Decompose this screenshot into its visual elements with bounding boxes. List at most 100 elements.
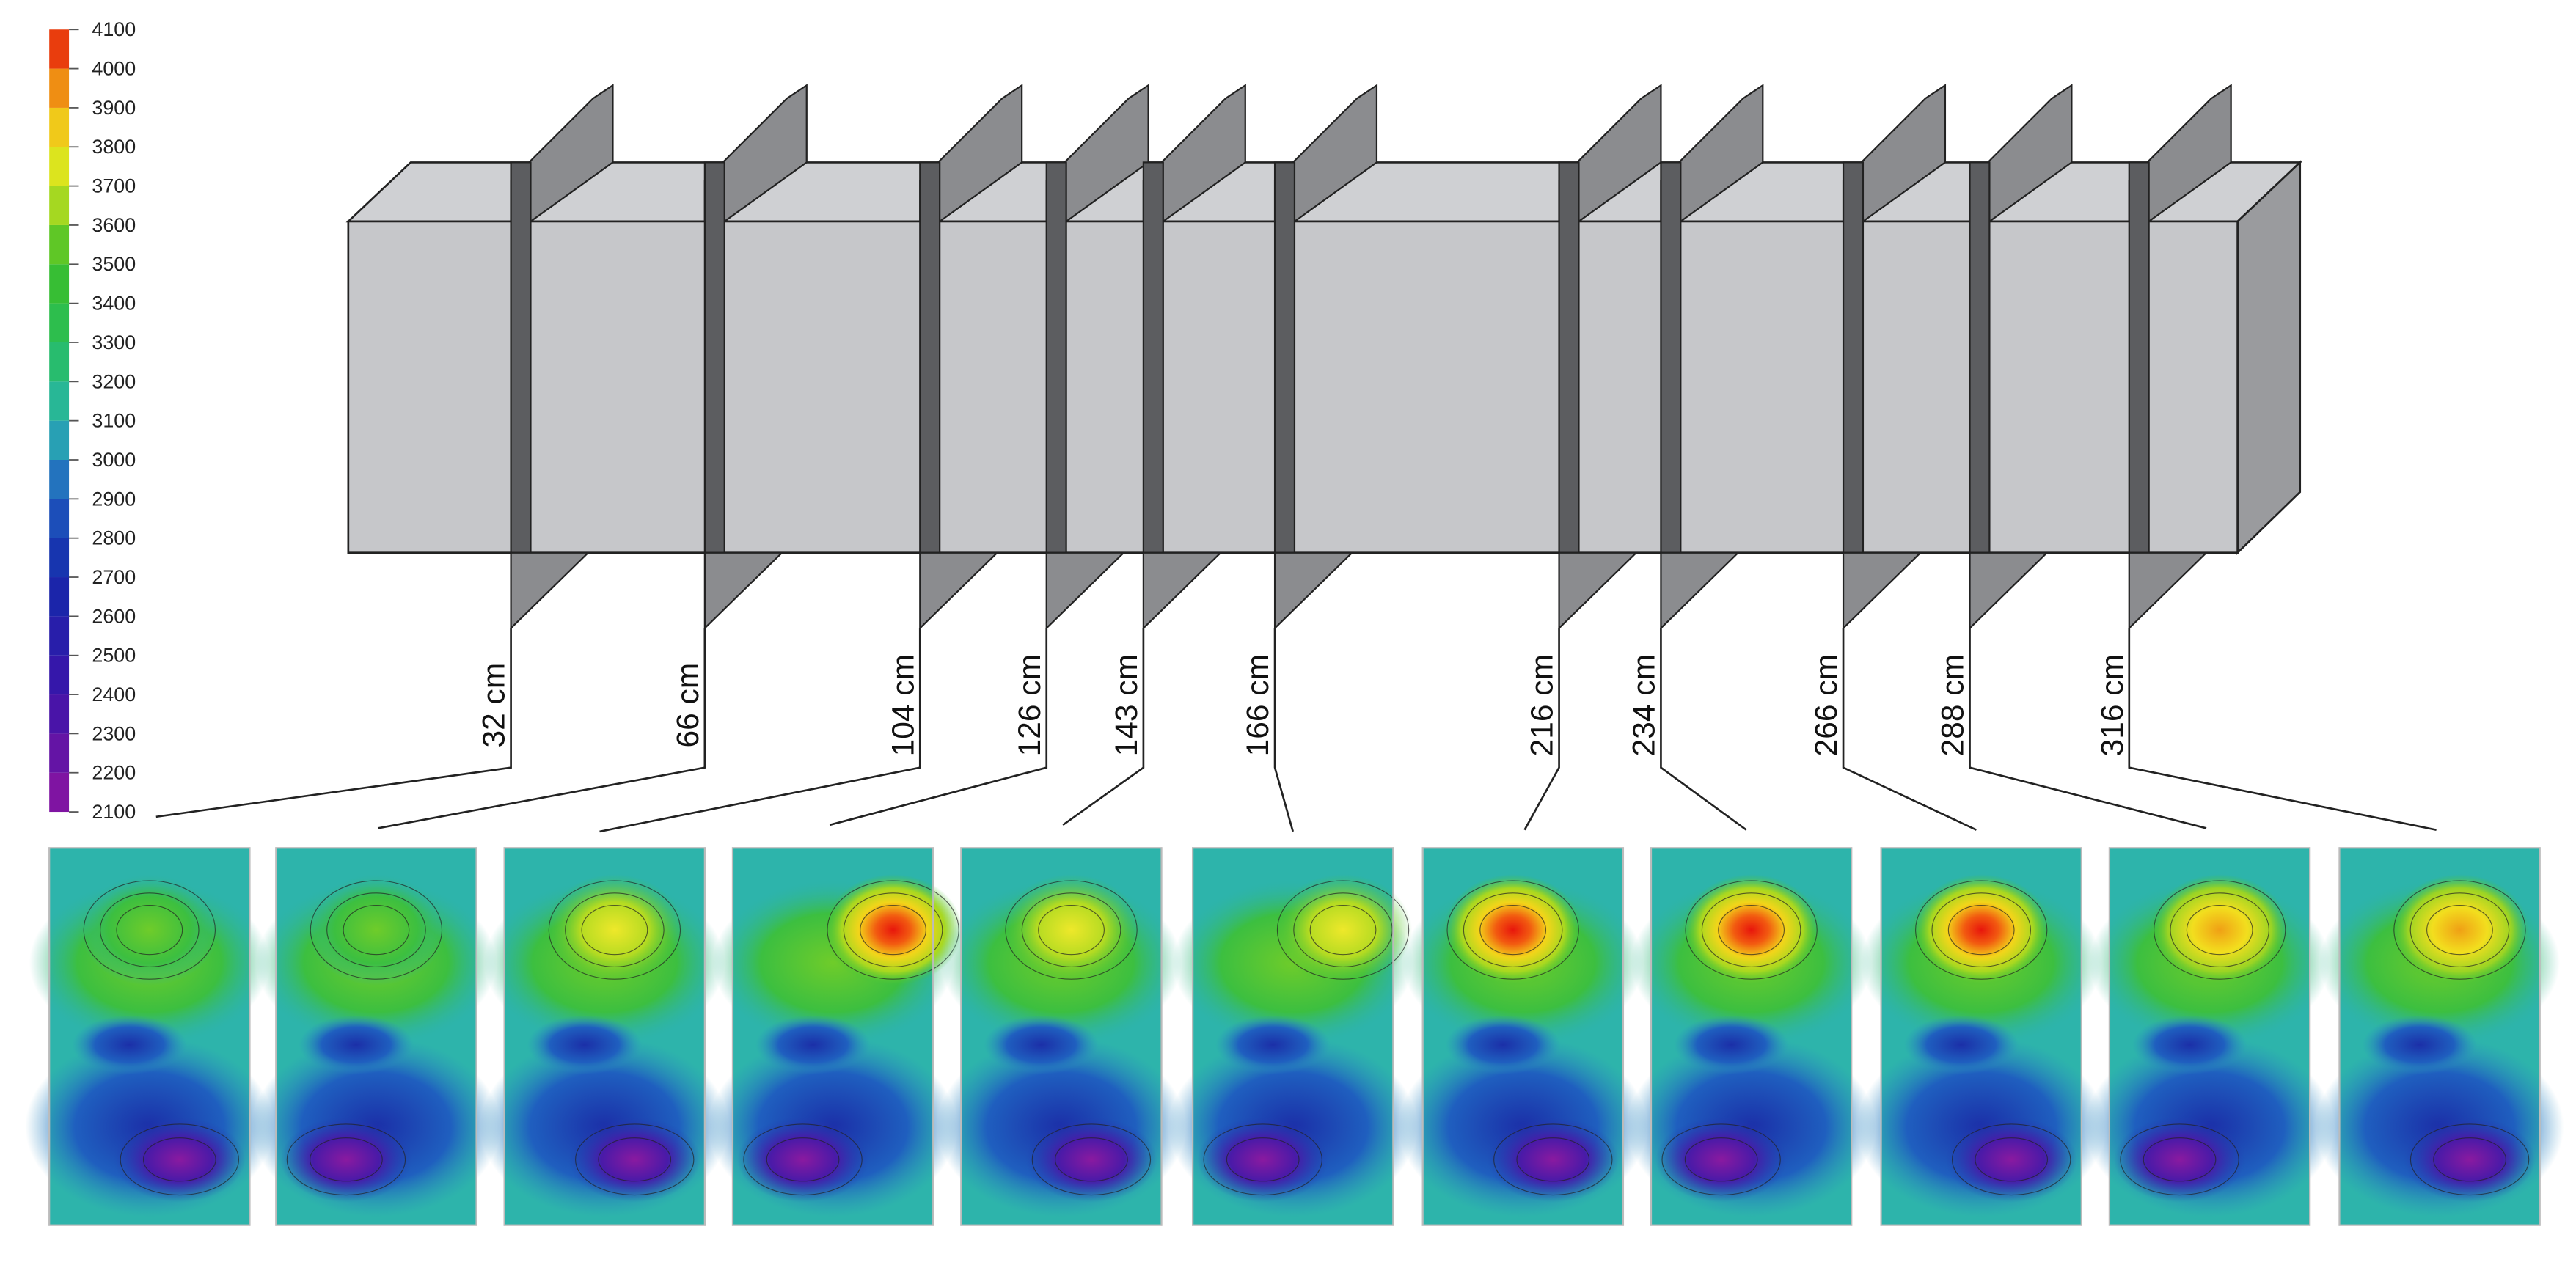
section-fin-bottom [1558,551,1639,631]
section-slice [1969,161,1991,554]
map-border [1421,847,1625,1226]
section-fin-bottom [1045,551,1126,631]
contour-map [709,847,962,1226]
contour-map [480,847,729,1226]
contour-map [2315,847,2564,1226]
section-label: 32 cm [477,663,512,748]
map-cold-core [1197,1117,1329,1203]
contour-line [1005,880,1138,980]
section-fin-bottom [1142,551,1223,631]
map-hotspot [1443,874,1582,986]
map-cold [1215,1015,1331,1074]
contour-line [575,1123,695,1196]
contour-line [548,880,681,980]
contour-line [2426,904,2493,956]
section-fin-bottom [919,551,1000,631]
contour-line [2393,880,2526,980]
map-cold-core [1487,1117,1619,1203]
section-slice [510,161,532,554]
contour-line [1203,1123,1322,1196]
colorbar-segment [49,499,70,538]
contour-line [326,892,426,967]
colorbar-segment [49,342,70,382]
map-border [48,847,251,1226]
section-slice [2128,161,2150,554]
colorbar-label: 3400 [92,293,136,315]
sections-layer: 2100 2200 2300 2400 2500 2600 2700 2800 2900 3000… [25,18,2564,1226]
section-slice [1842,161,1865,554]
map-cold [2132,1015,2247,1074]
contour-line [598,1137,672,1182]
contour-line [1931,892,2031,967]
colorbar-segment [49,264,70,304]
colorbar-label: 2600 [92,605,136,627]
colorbar-label: 3500 [92,253,136,275]
leader-line [1660,628,1747,831]
contour-map [937,847,1186,1226]
map-cold-core [1945,1117,2077,1203]
contour-line [1038,904,1105,956]
colorbar-label: 2300 [92,722,136,744]
colorbar-label: 4000 [92,58,136,80]
contour-line [2433,1137,2506,1182]
section-slice [1660,161,1682,554]
colorbar-segment [49,694,70,734]
contour-map [1856,847,2106,1226]
contour-map [2085,847,2334,1226]
section-fin-bottom [1842,551,1923,631]
colorbar-segment [49,224,70,265]
map-border [275,847,477,1226]
section-slice [703,161,725,554]
contour-map [25,847,274,1226]
map-cold-core [736,1117,869,1203]
map-border [2338,847,2541,1226]
map-border [503,847,706,1226]
map-cold [299,1015,414,1074]
map-border [1191,847,1394,1226]
map-hotspot [2390,874,2529,986]
map-cold [1445,1015,1561,1074]
map-cold-core [2113,1117,2246,1203]
colorbar-segment [49,460,70,499]
map-cold-core [1655,1117,1788,1203]
contour-line [1493,1123,1613,1196]
contour-line [2154,880,2286,980]
map-border [1880,847,2082,1226]
section-fin-bottom [2128,551,2209,631]
map-hotspot [1682,874,1821,986]
contour-map [1398,847,1647,1226]
map-border [1650,847,1853,1226]
colorbar-label: 4100 [92,18,136,40]
colorbar-label: 3100 [92,410,136,432]
map-cold-core [1025,1117,1157,1203]
section-label: 234 cm [1627,654,1661,756]
map-cold [2362,1015,2478,1074]
contour-line [310,1137,383,1182]
contour-line [860,904,926,956]
leader-line [1062,628,1145,826]
colorbar-segment [49,772,70,813]
map-hotspot [1912,874,2051,986]
contour-line [2186,904,2253,956]
contour-line [310,880,443,980]
colorbar-segment [49,616,70,656]
colorbar-label: 2700 [92,566,136,588]
map-border [960,847,1163,1226]
contour-line [843,892,943,967]
map-cold [984,1015,1099,1074]
contour-map [252,847,501,1226]
section-label: 143 cm [1110,654,1144,756]
colorbar-label: 2500 [92,645,136,667]
map-border [731,847,934,1226]
map-border [2108,847,2311,1226]
contour-line [1276,880,1410,980]
colorbar-segment [49,655,70,695]
contour-line [1685,880,1818,980]
section-fin-bottom [1660,551,1741,631]
contour-line [2409,1123,2530,1196]
colorbar-segment [49,147,70,186]
map-cold-core [114,1117,246,1203]
beam-side [2236,160,2302,555]
section-fin-bottom [510,551,590,631]
leader-line [377,628,706,829]
